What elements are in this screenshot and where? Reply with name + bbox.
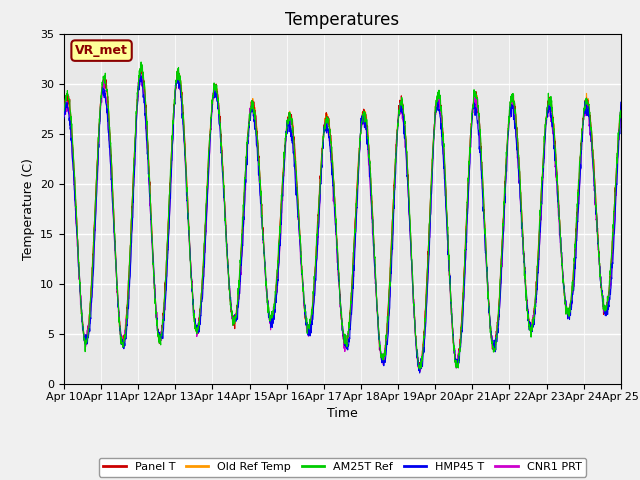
Text: VR_met: VR_met	[75, 44, 128, 57]
X-axis label: Time: Time	[327, 407, 358, 420]
Y-axis label: Temperature (C): Temperature (C)	[22, 158, 35, 260]
Title: Temperatures: Temperatures	[285, 11, 399, 29]
Legend: Panel T, Old Ref Temp, AM25T Ref, HMP45 T, CNR1 PRT: Panel T, Old Ref Temp, AM25T Ref, HMP45 …	[99, 457, 586, 477]
